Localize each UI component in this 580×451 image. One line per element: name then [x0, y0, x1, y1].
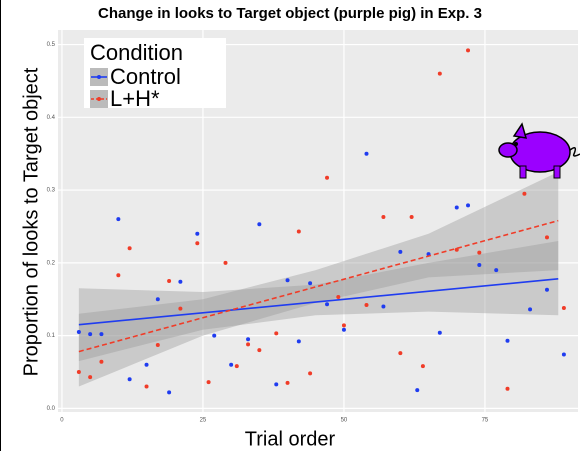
legend-dot [97, 97, 101, 101]
data-point [128, 246, 132, 250]
data-point [246, 342, 250, 346]
data-point [167, 279, 171, 283]
data-point [381, 304, 385, 308]
data-point [229, 363, 233, 367]
data-point [224, 261, 228, 265]
data-point [178, 280, 182, 284]
data-point [99, 360, 103, 364]
legend-label: L+H* [110, 86, 160, 111]
data-point [274, 331, 278, 335]
data-point [438, 72, 442, 76]
data-point [274, 382, 278, 386]
data-point [308, 371, 312, 375]
data-point [477, 251, 481, 255]
data-point [128, 377, 132, 381]
data-point [156, 343, 160, 347]
data-point [398, 250, 402, 254]
data-point [342, 328, 346, 332]
data-point [477, 263, 481, 267]
data-point [381, 215, 385, 219]
x-tick-label: 75 [482, 418, 489, 424]
data-point [235, 364, 239, 368]
data-point [522, 192, 526, 196]
data-point [246, 337, 250, 341]
data-point [466, 203, 470, 207]
data-point [466, 48, 470, 52]
data-point [545, 288, 549, 292]
y-tick-label: 0.3 [47, 188, 56, 194]
data-point [308, 281, 312, 285]
y-axis-label: Proportion of looks to Target object [20, 67, 42, 376]
data-point [286, 278, 290, 282]
data-point [545, 235, 549, 239]
chart-title: Change in looks to Target object (purple… [98, 5, 482, 22]
data-point [365, 303, 369, 307]
data-point [212, 334, 216, 338]
data-point [88, 332, 92, 336]
data-point [325, 176, 329, 180]
y-tick-label: 0.5 [47, 42, 56, 48]
x-axis-label: Trial order [245, 428, 336, 450]
legend-title: Condition [90, 40, 183, 65]
data-point [207, 380, 211, 384]
data-point [506, 339, 510, 343]
data-point [562, 306, 566, 310]
data-point [88, 375, 92, 379]
y-tick-label: 0.0 [47, 406, 56, 412]
x-tick-label: 25 [200, 418, 207, 424]
data-point [116, 273, 120, 277]
data-point [156, 297, 160, 301]
data-point [145, 363, 149, 367]
data-point [257, 348, 261, 352]
data-point [297, 230, 301, 234]
data-point [342, 323, 346, 327]
data-point [494, 268, 498, 272]
data-point [336, 295, 340, 299]
y-tick-label: 0.4 [47, 115, 56, 121]
y-tick-label: 0.2 [47, 260, 56, 266]
data-point [415, 388, 419, 392]
data-point [195, 241, 199, 245]
data-point [398, 351, 402, 355]
data-point [455, 206, 459, 210]
data-point [77, 330, 81, 334]
data-point [421, 364, 425, 368]
chart: 02550750.00.10.20.30.40.5 Change in look… [0, 0, 580, 451]
data-point [410, 215, 414, 219]
data-point [325, 302, 329, 306]
legend-dot [97, 75, 101, 79]
data-point [145, 385, 149, 389]
data-point [116, 217, 120, 221]
x-tick-label: 50 [341, 418, 348, 424]
data-point [438, 331, 442, 335]
data-point [99, 332, 103, 336]
data-point [297, 339, 301, 343]
data-point [286, 381, 290, 385]
data-point [528, 307, 532, 311]
data-point [365, 152, 369, 156]
y-tick-label: 0.1 [47, 333, 56, 339]
data-point [562, 353, 566, 357]
data-point [506, 387, 510, 391]
data-point [257, 222, 261, 226]
data-point [178, 307, 182, 311]
data-point [195, 232, 199, 236]
data-point [77, 370, 81, 374]
data-point [167, 390, 171, 394]
